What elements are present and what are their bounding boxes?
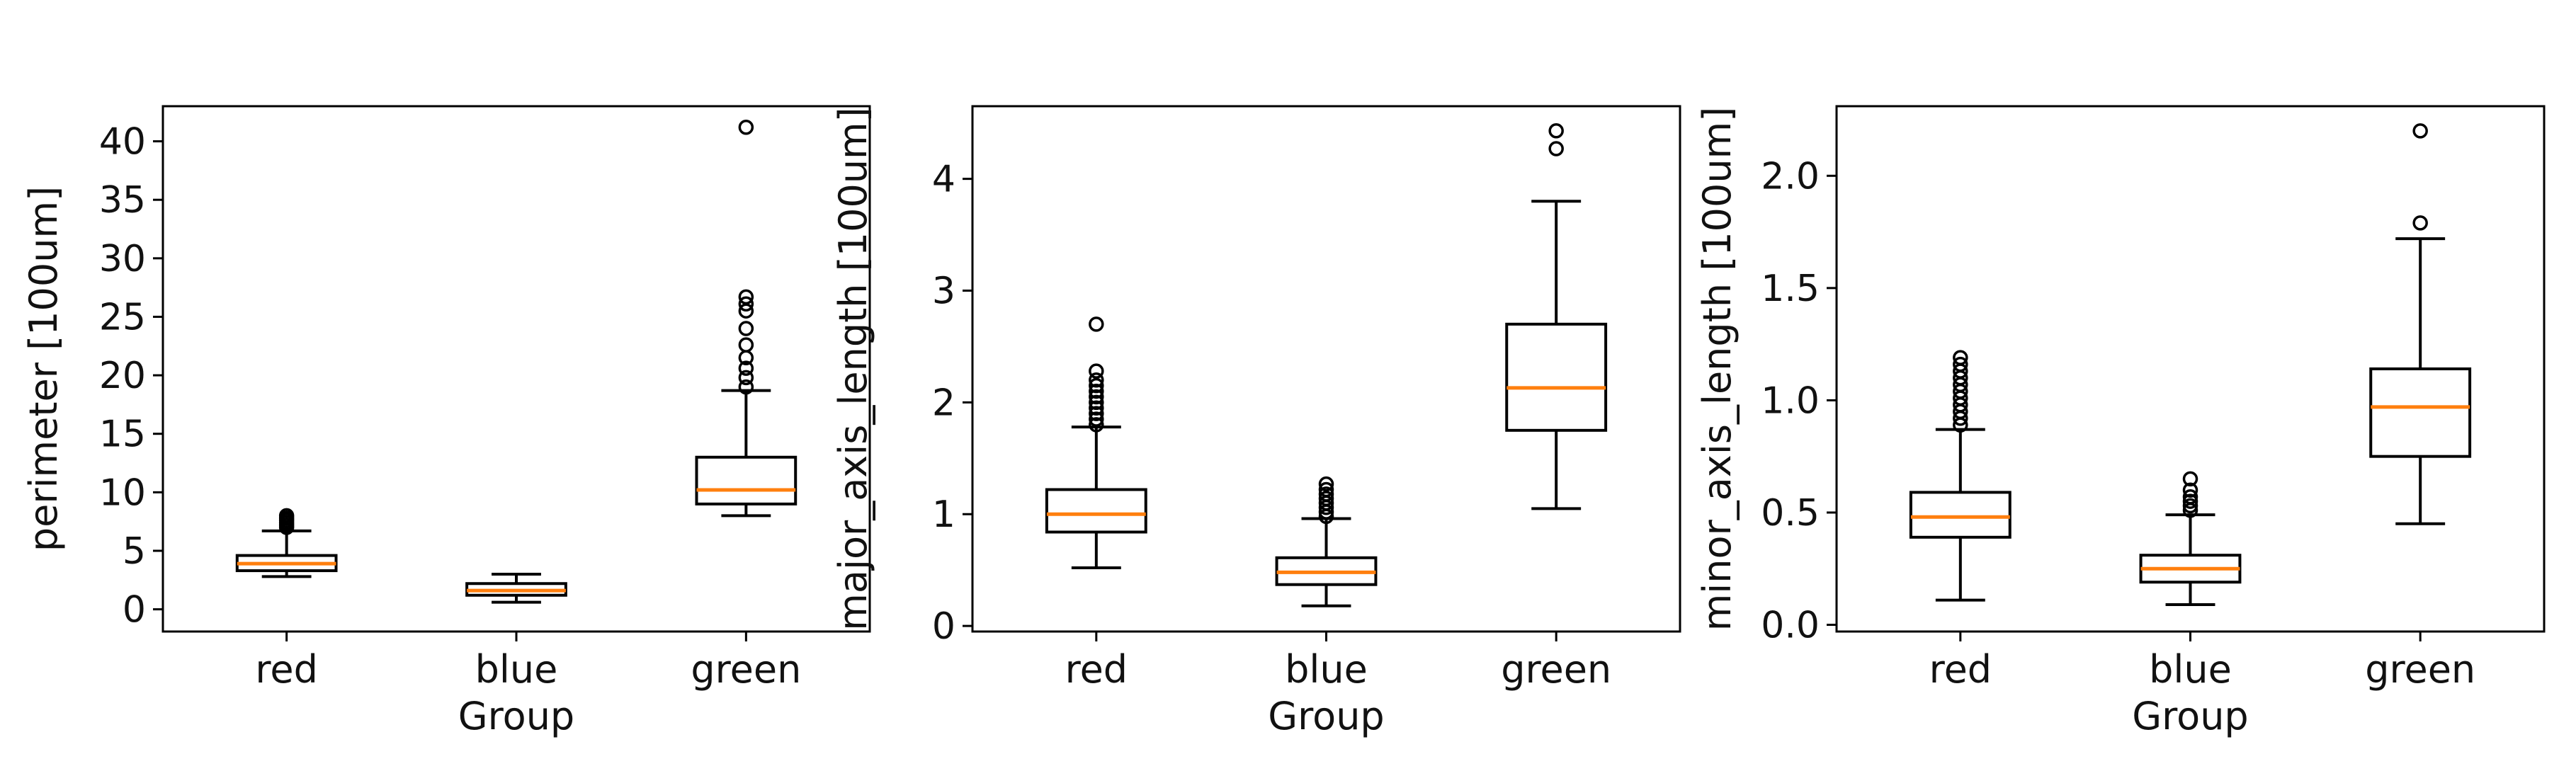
outlier-point xyxy=(738,289,754,305)
axes-frame xyxy=(161,105,871,633)
y-tick-label: 40 xyxy=(99,121,146,164)
chart-2: 0 1 2 3 4 major_axis_length [100um] red blue gre… xyxy=(831,105,1681,738)
y-axis-label: minor_axis_length [100um] xyxy=(1695,107,1740,632)
outlier-point xyxy=(738,303,754,319)
x-tick-label: green xyxy=(2365,647,2475,692)
outlier-point xyxy=(738,337,754,353)
box-green xyxy=(2369,123,2472,525)
y-tick-label: 0 xyxy=(123,589,146,632)
y-tick-label: 30 xyxy=(99,238,146,280)
x-tick-label: blue xyxy=(475,647,558,692)
y-tick-label: 0.0 xyxy=(1761,604,1820,646)
iqr-box xyxy=(2369,367,2472,458)
x-tick-label: red xyxy=(255,647,318,692)
x-tick-label: red xyxy=(1929,647,1992,692)
y-tick-label: 3 xyxy=(932,270,955,312)
outlier-point xyxy=(1318,476,1334,492)
outlier-point xyxy=(1318,491,1334,506)
outlier-point xyxy=(1089,316,1104,332)
iqr-box xyxy=(1505,322,1608,432)
y-tick-label: 10 xyxy=(99,472,146,514)
outlier-point xyxy=(2412,215,2428,231)
y-tick-label: 0 xyxy=(932,605,955,648)
chart-1: 0 5 10 15 20 25 30 35 40 perimeter [100um] red blue… xyxy=(21,105,871,738)
outlier-point xyxy=(1089,411,1104,427)
y-tick-label: 2.0 xyxy=(1761,155,1820,198)
outlier-point xyxy=(1089,377,1104,394)
y-tick-label: 20 xyxy=(99,355,146,397)
box-blue xyxy=(1275,476,1378,607)
outlier-point xyxy=(2182,493,2198,509)
outlier-point xyxy=(738,296,754,312)
x-axis-label: Group xyxy=(1268,694,1384,738)
x-tick-label: blue xyxy=(1285,647,1368,692)
x-axis-label: Group xyxy=(2132,694,2248,738)
iqr-box xyxy=(1045,488,1147,534)
outlier-point xyxy=(1089,363,1104,379)
outlier-point xyxy=(738,370,754,386)
y-tick-label: 1 xyxy=(932,493,955,536)
iqr-box xyxy=(695,455,798,506)
y-tick-label: 0.5 xyxy=(1761,492,1820,535)
y-tick-label: 35 xyxy=(99,179,146,222)
x-axis-label: Group xyxy=(458,694,574,738)
y-tick-label: 1.0 xyxy=(1761,379,1820,422)
outlier-point xyxy=(1089,394,1104,411)
x-tick-label: green xyxy=(1501,647,1611,692)
x-tick-label: blue xyxy=(2149,647,2232,692)
y-tick-label: 25 xyxy=(99,296,146,338)
outlier-point xyxy=(2182,471,2198,487)
outlier-point xyxy=(2182,498,2198,514)
box-green xyxy=(695,119,798,518)
y-axis-label: major_axis_length [100um] xyxy=(831,107,875,630)
outlier-point xyxy=(1089,417,1104,433)
outlier-point xyxy=(1089,389,1104,405)
x-tick-label: green xyxy=(691,647,801,692)
x-tick-label: red xyxy=(1065,647,1128,692)
outlier-point xyxy=(1548,141,1564,156)
box-green xyxy=(1505,122,1608,510)
iqr-box xyxy=(1909,491,2012,539)
outlier-point xyxy=(738,119,754,135)
outlier-point xyxy=(2412,123,2428,139)
y-tick-label: 5 xyxy=(123,530,146,573)
box-blue xyxy=(465,573,567,604)
y-tick-label: 4 xyxy=(932,159,955,201)
outlier-point xyxy=(1089,400,1104,416)
outlier-point xyxy=(2182,482,2198,498)
chart-3: 0.0 0.5 1.0 1.5 2.0 minor_axis_length [100um]… xyxy=(1695,105,2546,738)
outlier-point xyxy=(738,360,754,376)
outlier-point xyxy=(1318,481,1334,498)
outlier-point xyxy=(2182,489,2198,505)
outlier-point xyxy=(738,379,754,395)
outlier-point xyxy=(738,321,754,336)
outlier-point xyxy=(1089,406,1104,421)
box-red xyxy=(1045,316,1147,570)
box-red xyxy=(235,508,338,578)
box-red xyxy=(1909,350,2012,602)
outlier-point xyxy=(1089,383,1104,399)
y-tick-label: 2 xyxy=(932,382,955,424)
y-tick-label: 1.5 xyxy=(1761,268,1820,310)
y-axis-label: perimeter [100um] xyxy=(21,186,66,552)
outlier-point xyxy=(1318,486,1334,502)
outlier-point xyxy=(1953,356,1968,372)
outlier-point xyxy=(1089,372,1104,388)
outlier-point xyxy=(1548,122,1564,139)
outlier-point xyxy=(278,508,295,524)
box-blue xyxy=(2139,471,2242,606)
y-tick-label: 15 xyxy=(99,413,146,456)
outlier-point xyxy=(1953,350,1968,365)
